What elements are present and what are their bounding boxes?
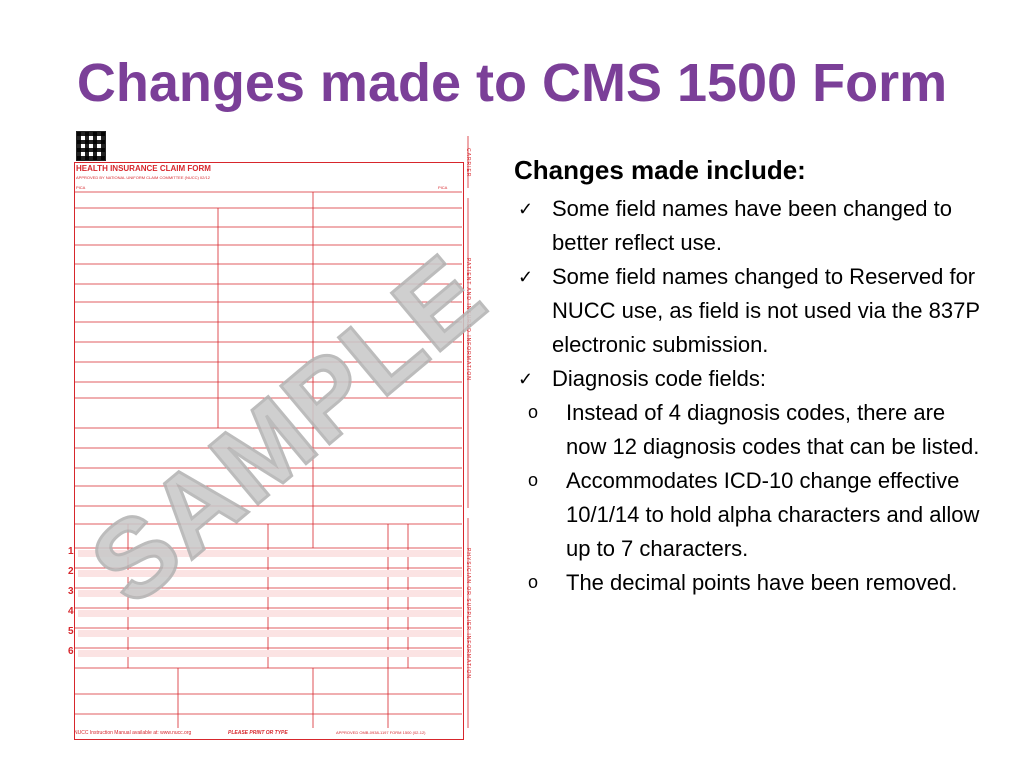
checkmark-icon: ✓ <box>518 267 534 287</box>
side-label-carrier: CARRIER <box>465 148 471 178</box>
form-subheading: APPROVED BY NATIONAL UNIFORM CLAIM COMMI… <box>76 175 210 180</box>
sub-list-item-text: Accommodates ICD-10 change effective 10/… <box>566 468 980 561</box>
side-label-patient: PATIENT AND INSURED INFORMATION <box>465 258 471 381</box>
checkmark-icon: ✓ <box>518 199 534 219</box>
list-item-text: Diagnosis code fields: <box>552 366 767 391</box>
pica-right: PICA <box>438 185 448 190</box>
sub-list-item: o Instead of 4 diagnosis codes, there ar… <box>514 396 984 464</box>
side-label-physician: PHYSICIAN OR SUPPLIER INFORMATION <box>465 548 471 679</box>
form-heading: HEALTH INSURANCE CLAIM FORM <box>76 164 211 173</box>
list-item: ✓ Some field names changed to Reserved f… <box>514 260 984 362</box>
list-item-text: Some field names changed to Reserved for… <box>552 264 980 357</box>
list-item: ✓ Some field names have been changed to … <box>514 192 984 260</box>
service-line-number: 6 <box>68 646 74 657</box>
service-line-number: 5 <box>68 626 74 637</box>
sub-list-item: o The decimal points have been removed. <box>514 566 984 600</box>
form-footer-center: PLEASE PRINT OR TYPE <box>228 730 288 736</box>
slide-title: Changes made to CMS 1500 Form <box>76 53 948 113</box>
qr-code-icon <box>76 131 106 161</box>
service-line-number: 4 <box>68 606 74 617</box>
changes-list: ✓ Some field names have been changed to … <box>514 192 984 396</box>
form-footer-left: NUCC Instruction Manual available at: ww… <box>74 730 192 736</box>
form-footer-right: APPROVED OMB-0938-1197 FORM 1500 (02-12) <box>336 730 426 735</box>
sub-list-item: o Accommodates ICD-10 change effective 1… <box>514 464 984 566</box>
service-line-number: 2 <box>68 566 74 577</box>
form-grid <box>74 136 469 728</box>
sub-list-item-text: Instead of 4 diagnosis codes, there are … <box>566 400 980 459</box>
cms-1500-form-image: HEALTH INSURANCE CLAIM FORM APPROVED BY … <box>67 128 509 740</box>
pica-left: PICA <box>76 185 86 190</box>
list-item-text: Some field names have been changed to be… <box>552 196 952 255</box>
changes-panel: Changes made include: ✓ Some field names… <box>514 154 984 600</box>
service-line-number: 1 <box>68 546 74 557</box>
circle-bullet-icon: o <box>528 470 539 490</box>
changes-heading: Changes made include: <box>514 155 806 185</box>
service-line-number: 3 <box>68 586 74 597</box>
circle-bullet-icon: o <box>528 572 539 592</box>
form-border <box>74 162 464 740</box>
list-item: ✓ Diagnosis code fields: <box>514 362 984 396</box>
diagnosis-sublist: o Instead of 4 diagnosis codes, there ar… <box>514 396 984 600</box>
checkmark-icon: ✓ <box>518 369 534 389</box>
sub-list-item-text: The decimal points have been removed. <box>566 570 958 595</box>
circle-bullet-icon: o <box>528 402 539 422</box>
